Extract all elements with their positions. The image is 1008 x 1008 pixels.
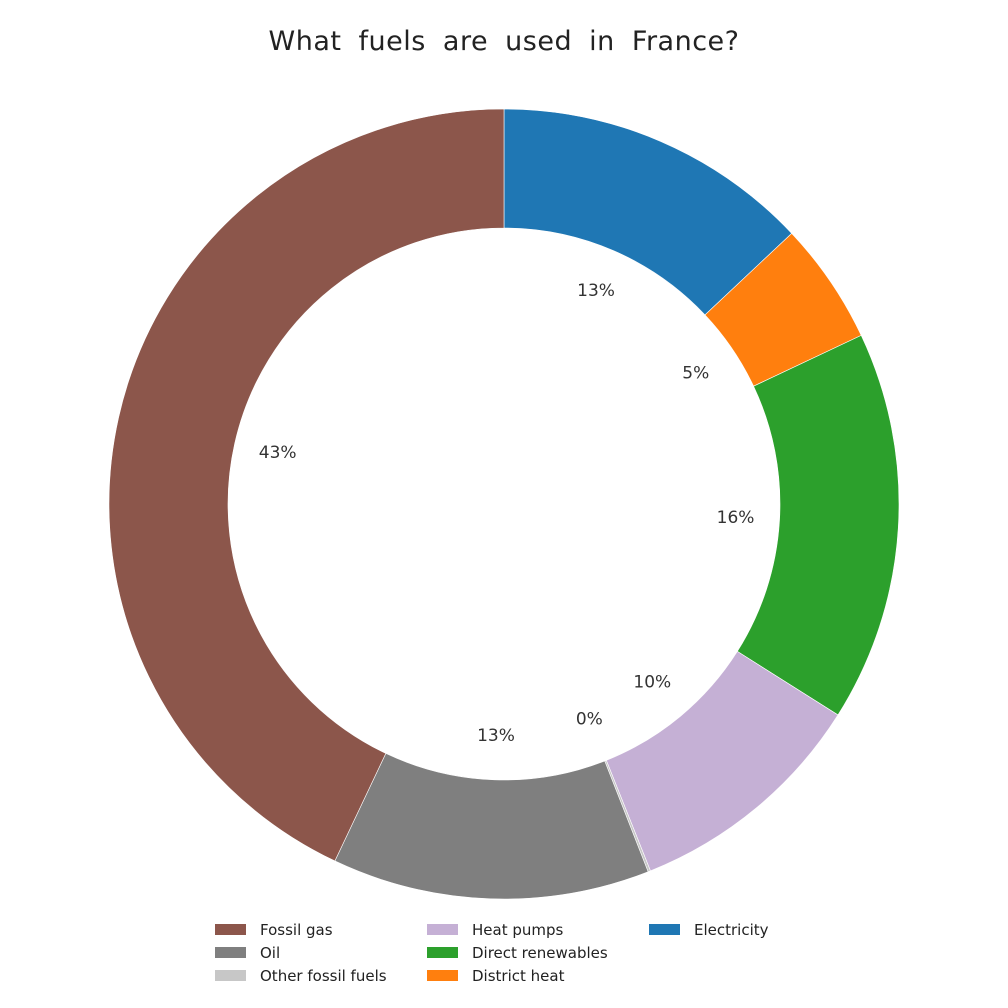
slice-fossil-gas xyxy=(108,108,505,862)
legend-label: Heat pumps xyxy=(472,920,564,939)
legend-swatch xyxy=(427,947,458,958)
legend-label: District heat xyxy=(472,966,565,985)
legend-swatch xyxy=(215,970,246,981)
legend-label: Fossil gas xyxy=(260,920,333,939)
slice-label-district-heat: 5% xyxy=(682,363,709,383)
labels-group: 13% 5% 16% 10% 0% 13% 43% xyxy=(259,281,755,746)
slice-oil xyxy=(334,753,649,900)
slice-direct-renewables xyxy=(736,335,900,716)
legend-label: Other fossil fuels xyxy=(260,966,387,985)
legend-swatch xyxy=(649,924,680,935)
slice-label-other-fossil-fuels: 0% xyxy=(576,710,603,730)
slice-label-oil: 13% xyxy=(477,726,515,746)
legend-item-other-fossil-fuels: Other fossil fuels xyxy=(215,964,427,987)
legend-item-heat-pumps: Heat pumps xyxy=(427,918,649,941)
slice-label-direct-renewables: 16% xyxy=(717,508,755,528)
legend-item-direct-renewables: Direct renewables xyxy=(427,941,649,964)
legend-swatch xyxy=(427,970,458,981)
donut-chart: 13% 5% 16% 10% 0% 13% 43% xyxy=(108,108,900,900)
legend-label: Direct renewables xyxy=(472,943,608,962)
chart-title: What fuels are used in France? xyxy=(268,26,740,57)
legend-item-electricity: Electricity xyxy=(649,918,809,941)
legend-swatch xyxy=(427,924,458,935)
slice-label-fossil-gas: 43% xyxy=(259,443,297,463)
legend-swatch xyxy=(215,947,246,958)
legend-item-district-heat: District heat xyxy=(427,964,649,987)
legend-label: Oil xyxy=(260,943,281,962)
legend-label: Electricity xyxy=(694,920,769,939)
legend: Fossil gas Oil Other fossil fuels Heat pump… xyxy=(215,918,809,987)
slices-group xyxy=(108,108,900,900)
legend-item-fossil-gas: Fossil gas xyxy=(215,918,427,941)
legend-swatch xyxy=(215,924,246,935)
legend-item-oil: Oil xyxy=(215,941,427,964)
slice-label-electricity: 13% xyxy=(577,281,615,301)
slice-label-heat-pumps: 10% xyxy=(633,672,671,692)
